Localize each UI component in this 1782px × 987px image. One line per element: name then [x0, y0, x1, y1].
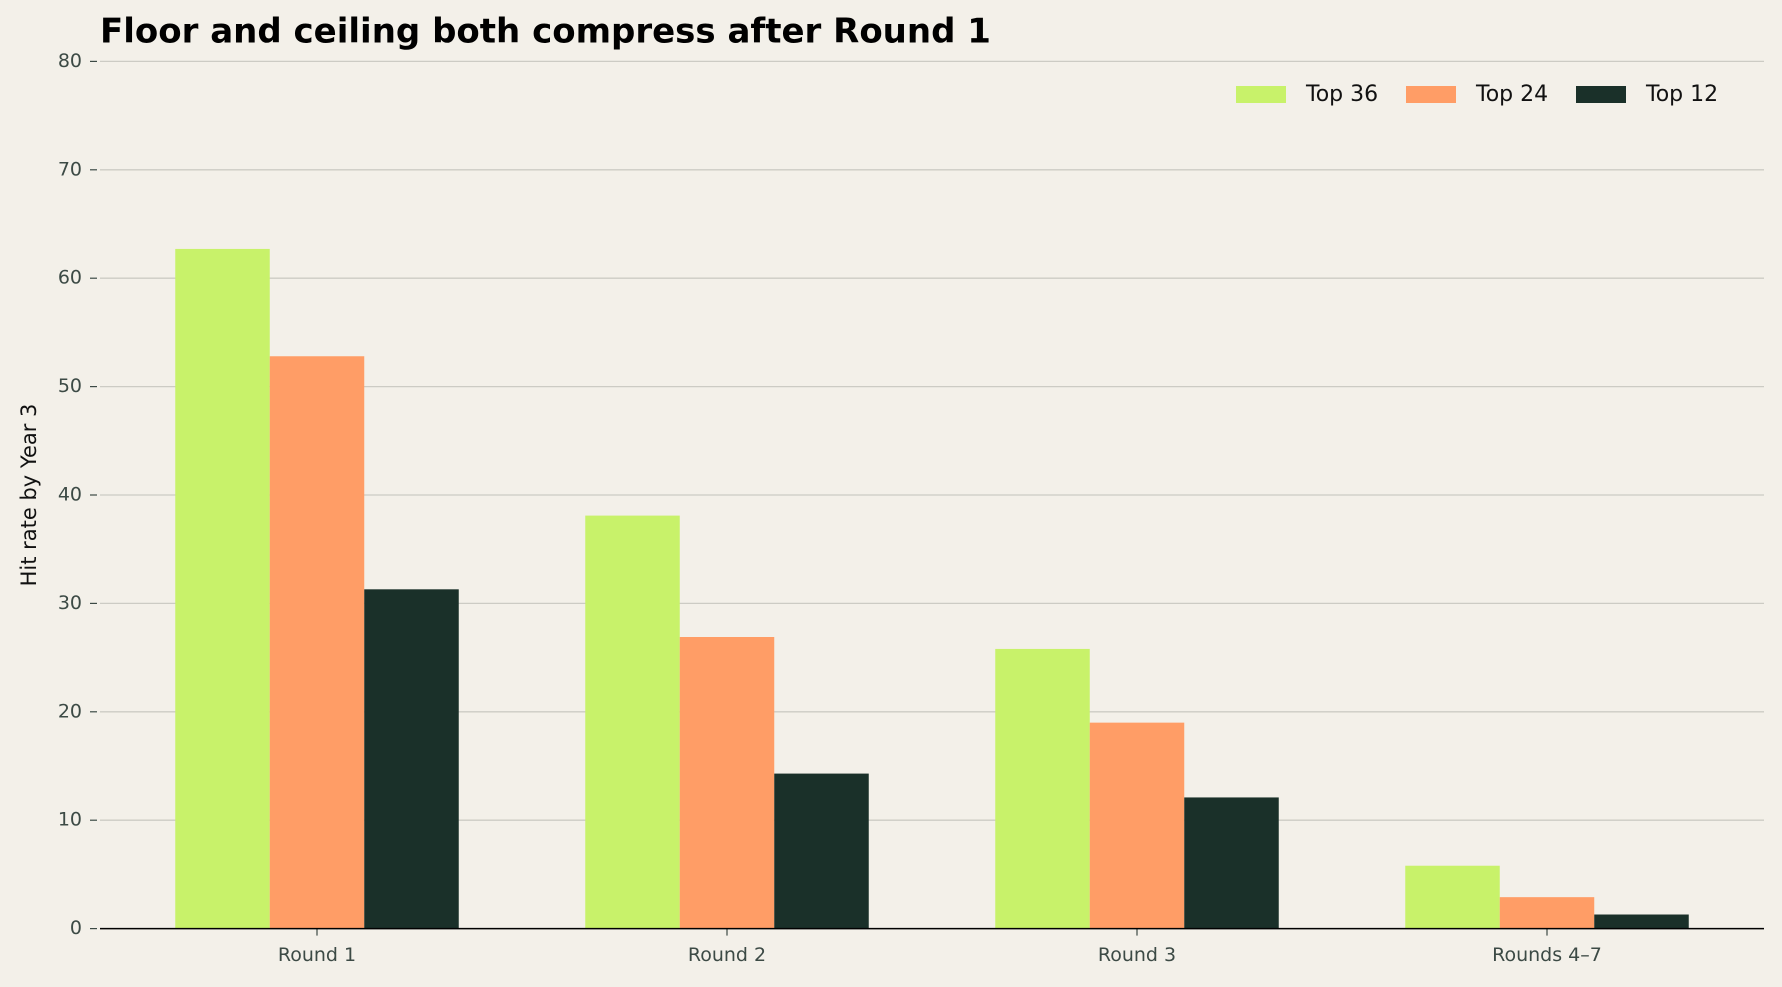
legend-label: Top 36 [1305, 82, 1378, 107]
y-axis-label: Hit rate by Year 3 [17, 404, 41, 587]
bar [1594, 914, 1689, 929]
legend-swatch [1236, 86, 1286, 103]
chart-title: Floor and ceiling both compress after Ro… [100, 12, 991, 52]
bar [1499, 897, 1595, 929]
x-tick-label: Round 3 [1098, 944, 1176, 966]
bar [1184, 797, 1279, 929]
bar [175, 248, 270, 929]
bar [995, 648, 1090, 929]
bar [1089, 722, 1185, 929]
y-tick-label: 70 [58, 158, 82, 180]
x-tick-label: Round 2 [688, 944, 766, 966]
bar [774, 773, 869, 929]
y-tick-label: 10 [58, 809, 82, 831]
y-tick-label: 50 [58, 375, 82, 397]
legend-swatch [1576, 86, 1626, 103]
y-tick-label: 30 [58, 592, 82, 614]
y-tick-label: 20 [58, 700, 82, 722]
y-tick-label: 40 [58, 484, 82, 506]
bar [585, 515, 680, 929]
legend-label: Top 12 [1645, 82, 1718, 107]
bar [1405, 865, 1500, 929]
legend-label: Top 24 [1475, 82, 1548, 107]
bar [679, 637, 775, 929]
bar [269, 356, 365, 929]
y-tick-label: 0 [70, 917, 82, 939]
legend-swatch [1406, 86, 1456, 103]
y-tick-label: 80 [58, 50, 82, 72]
bar [364, 589, 459, 929]
x-tick-label: Round 1 [278, 944, 356, 966]
y-tick-label: 60 [58, 267, 82, 289]
x-tick-label: Rounds 4–7 [1492, 944, 1602, 966]
